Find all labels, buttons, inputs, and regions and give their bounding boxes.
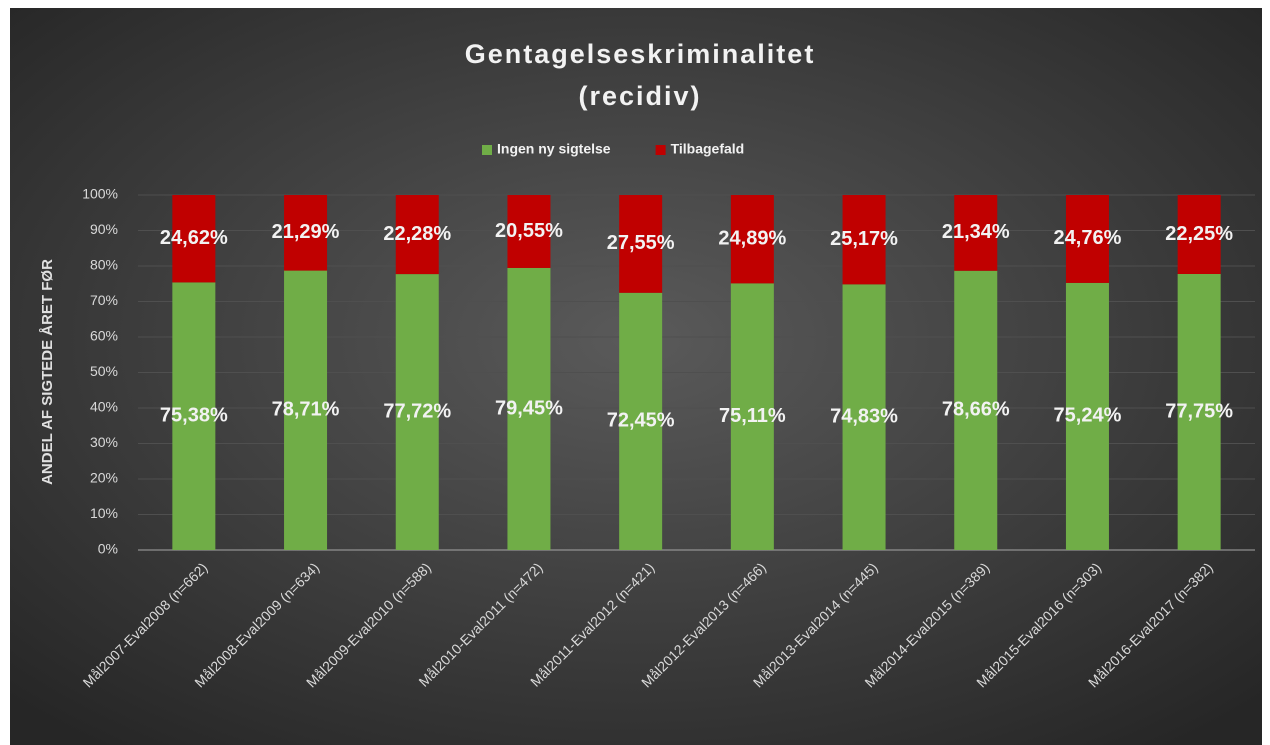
- bar-segment: [284, 270, 328, 550]
- bar-segment: [730, 283, 774, 550]
- bar-segment: [619, 292, 663, 550]
- legend-swatch: [482, 145, 492, 155]
- y-tick-label: 80%: [90, 257, 118, 273]
- bar-segment: [395, 195, 439, 275]
- y-tick-label: 30%: [90, 434, 118, 450]
- data-label: 24,89%: [718, 227, 786, 249]
- data-label: 79,45%: [495, 397, 563, 419]
- data-label: 25,17%: [830, 228, 898, 250]
- bar-segment: [730, 195, 774, 284]
- legend-label: Ingen ny sigtelse: [497, 141, 611, 157]
- y-axis-label: ANDEL AF SIGTEDE ÅRET FØR: [39, 259, 56, 485]
- data-label: 72,45%: [607, 410, 675, 432]
- data-label: 21,34%: [942, 221, 1010, 243]
- bar-segment: [395, 274, 439, 550]
- data-label: 24,62%: [160, 227, 228, 249]
- data-label: 75,24%: [1054, 405, 1122, 427]
- bar-segment: [1177, 195, 1221, 274]
- y-tick-label: 70%: [90, 292, 118, 308]
- y-tick-label: 90%: [90, 221, 118, 237]
- bar-segment: [619, 195, 663, 293]
- bar-segment: [172, 282, 216, 550]
- y-tick-label: 50%: [90, 363, 118, 379]
- data-label: 27,55%: [607, 232, 675, 254]
- bar-segment: [507, 195, 551, 268]
- data-label: 21,29%: [272, 221, 340, 243]
- y-tick-label: 10%: [90, 505, 118, 521]
- bar-segment: [1177, 273, 1221, 550]
- bar-segment: [284, 195, 328, 271]
- data-label: 77,72%: [383, 400, 451, 422]
- bar-segment: [842, 195, 886, 285]
- data-label: 24,76%: [1054, 227, 1122, 249]
- data-label: 75,38%: [160, 404, 228, 426]
- data-label: 74,83%: [830, 405, 898, 427]
- bar-segment: [954, 270, 998, 550]
- bar-segment: [842, 284, 886, 550]
- data-label: 78,66%: [942, 399, 1010, 421]
- chart-title: (recidiv): [578, 81, 701, 111]
- data-label: 22,25%: [1165, 223, 1233, 245]
- bar-segment: [1065, 282, 1109, 550]
- data-label: 75,11%: [719, 405, 786, 427]
- y-tick-label: 100%: [82, 186, 118, 202]
- y-tick-label: 0%: [98, 541, 118, 557]
- data-label: 20,55%: [495, 220, 563, 242]
- data-label: 78,71%: [272, 399, 340, 421]
- legend-label: Tilbagefald: [671, 141, 745, 157]
- bar-segment: [954, 195, 998, 271]
- y-tick-label: 40%: [90, 399, 118, 415]
- bar-segment: [1065, 195, 1109, 283]
- bar-segment: [172, 195, 216, 283]
- legend-swatch: [655, 145, 666, 155]
- chart-title: Gentagelseskriminalitet: [465, 39, 816, 69]
- y-tick-label: 60%: [90, 328, 118, 344]
- y-tick-label: 20%: [90, 470, 118, 486]
- data-label: 77,75%: [1165, 400, 1233, 422]
- bar-segment: [507, 267, 551, 550]
- data-label: 22,28%: [383, 223, 451, 245]
